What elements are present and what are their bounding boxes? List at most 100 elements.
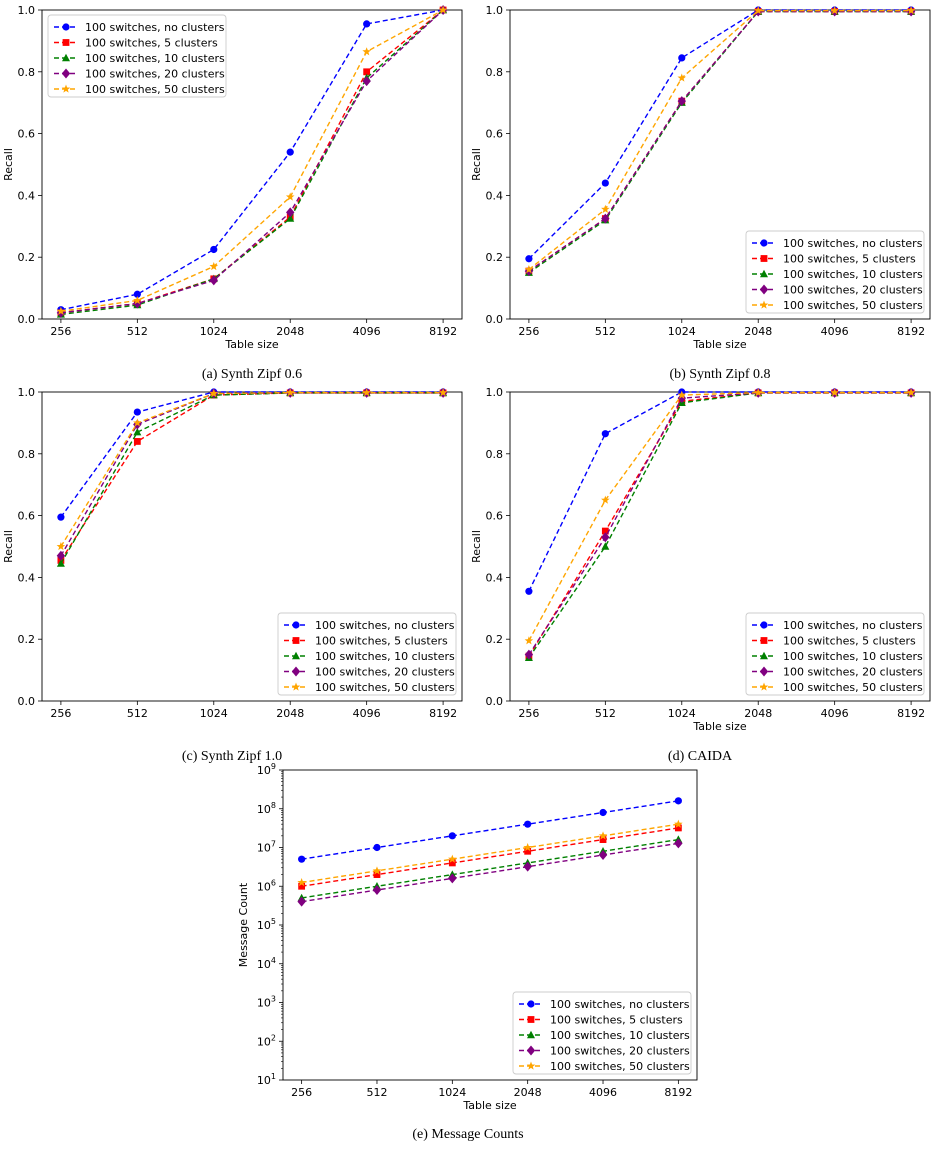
x-tick-label: 4096 bbox=[353, 325, 381, 338]
y-tick-label: 0.0 bbox=[18, 313, 36, 326]
legend-marker bbox=[527, 1016, 535, 1023]
legend-label: 100 switches, 5 clusters bbox=[550, 1014, 683, 1027]
data-point bbox=[677, 96, 686, 107]
series-square bbox=[57, 389, 447, 564]
series-line bbox=[301, 800, 679, 860]
data-point bbox=[372, 866, 382, 875]
legend-marker bbox=[292, 651, 300, 660]
x-tick-label: 8192 bbox=[897, 707, 925, 720]
x-tick-label: 512 bbox=[366, 1086, 387, 1099]
y-axis-label: Recall bbox=[2, 148, 15, 181]
plot-frame bbox=[41, 9, 463, 320]
legend-marker bbox=[527, 1030, 535, 1039]
data-point bbox=[525, 587, 533, 595]
y-tick-label: 104 bbox=[257, 956, 276, 971]
y-axis-label: Recall bbox=[2, 530, 15, 563]
y-axis-label: Recall bbox=[470, 148, 483, 181]
legend-marker bbox=[760, 255, 768, 262]
data-point bbox=[286, 207, 295, 218]
data-point bbox=[601, 179, 609, 187]
caption: (c) Synth Zipf 1.0 bbox=[182, 749, 282, 764]
series-line bbox=[301, 842, 679, 903]
legend-label: 100 switches, no clusters bbox=[550, 998, 690, 1011]
legend-label: 100 switches, 10 clusters bbox=[315, 650, 455, 663]
legend-marker bbox=[527, 1000, 535, 1008]
legend-marker bbox=[61, 84, 71, 93]
x-tick-label: 4096 bbox=[821, 325, 849, 338]
series-triangle bbox=[297, 835, 683, 902]
series-line bbox=[60, 392, 444, 557]
data-point bbox=[448, 859, 456, 867]
series-circle bbox=[525, 388, 915, 595]
data-point bbox=[830, 388, 839, 397]
data-point bbox=[523, 861, 532, 872]
data-point bbox=[753, 6, 763, 15]
data-point bbox=[209, 275, 218, 286]
legend: 100 switches, no clusters 100 switches, 5… bbox=[277, 612, 457, 696]
caption: (e) Message Counts bbox=[412, 1127, 523, 1142]
data-point bbox=[601, 532, 610, 543]
data-point bbox=[286, 148, 294, 156]
legend-marker bbox=[62, 53, 70, 62]
y-tick-label: 0.8 bbox=[18, 66, 36, 79]
series-line bbox=[60, 9, 444, 311]
legend-label: 100 switches, 50 clusters bbox=[783, 299, 923, 312]
y-tick-label: 102 bbox=[257, 1033, 276, 1048]
chart-panel-2: 256 512 1024 2048 4096 8192 0.0 0.2 0.4 0.6 0.8 1.0… bbox=[470, 4, 931, 382]
y-tick-label: 0.2 bbox=[18, 251, 36, 264]
data-point bbox=[373, 843, 381, 852]
x-tick-label: 256 bbox=[50, 707, 71, 720]
data-point bbox=[363, 20, 371, 28]
chart-panel-5: 256 512 1024 2048 4096 8192 101 102 103 104 105 106… bbox=[237, 762, 698, 1142]
data-point bbox=[286, 214, 295, 222]
data-point bbox=[372, 885, 382, 896]
data-point bbox=[906, 388, 916, 397]
series-line bbox=[528, 392, 912, 656]
data-point bbox=[363, 68, 371, 76]
data-point bbox=[599, 836, 607, 843]
legend-label: 100 switches, 10 clusters bbox=[783, 650, 923, 663]
series-line bbox=[301, 823, 679, 884]
data-point bbox=[598, 850, 608, 861]
x-tick-label: 4096 bbox=[589, 1086, 617, 1099]
chart-panel-3: 256 512 1024 2048 4096 8192 0.0 0.2 0.4 0.6 0.8 1.0… bbox=[2, 386, 463, 764]
data-point bbox=[601, 542, 610, 550]
data-point bbox=[56, 542, 66, 551]
series-line bbox=[60, 9, 444, 316]
legend-marker bbox=[292, 637, 300, 644]
data-point bbox=[57, 513, 65, 521]
legend-marker bbox=[759, 666, 769, 677]
y-tick-label: 0.0 bbox=[486, 313, 504, 326]
legend-label: 100 switches, 50 clusters bbox=[85, 83, 225, 96]
data-point bbox=[601, 430, 609, 438]
legend-marker bbox=[291, 666, 301, 677]
data-point bbox=[830, 6, 839, 15]
legend-box bbox=[745, 612, 925, 696]
data-point bbox=[133, 295, 142, 305]
y-tick-label: 0.0 bbox=[18, 695, 36, 708]
series-circle bbox=[298, 797, 682, 863]
y-tick-label: 0.8 bbox=[486, 448, 504, 461]
legend-label: 100 switches, 20 clusters bbox=[315, 666, 455, 679]
data-point bbox=[906, 6, 916, 15]
data-point bbox=[297, 877, 306, 887]
series-triangle bbox=[56, 388, 448, 567]
legend-marker bbox=[526, 1061, 536, 1070]
legend: 100 switches, no clusters 100 switches, 5… bbox=[745, 230, 925, 314]
data-point bbox=[133, 298, 142, 309]
legend-label: 100 switches, 5 clusters bbox=[85, 37, 218, 50]
data-point bbox=[298, 855, 306, 863]
caption: (a) Synth Zipf 0.6 bbox=[202, 367, 302, 382]
data-point bbox=[133, 418, 142, 427]
x-tick-label: 1024 bbox=[200, 707, 228, 720]
data-point bbox=[677, 390, 687, 399]
data-point bbox=[678, 54, 686, 62]
y-tick-label: 1.0 bbox=[486, 386, 504, 399]
y-tick-label: 0.2 bbox=[486, 251, 504, 264]
data-point bbox=[362, 388, 371, 397]
legend-label: 100 switches, 10 clusters bbox=[85, 52, 225, 65]
data-point bbox=[523, 843, 532, 852]
y-tick-label: 1.0 bbox=[18, 4, 36, 17]
data-point bbox=[56, 559, 65, 567]
series-line bbox=[301, 838, 679, 899]
